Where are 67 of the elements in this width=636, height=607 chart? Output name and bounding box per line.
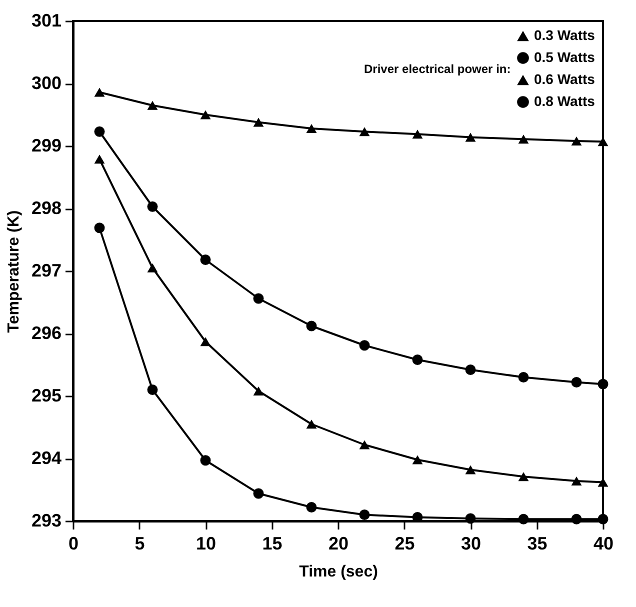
point [465,465,476,474]
y-tick-label: 295 [31,386,62,406]
point [94,88,105,97]
x-tick-label: 35 [527,534,548,554]
x-tick-label: 10 [196,534,216,554]
point [359,127,370,136]
point [465,132,476,142]
point [94,154,105,164]
point [147,201,158,212]
point [518,372,529,382]
point [200,337,211,346]
point [412,130,423,139]
x-tick-label: 40 [593,534,614,554]
point [94,222,105,234]
x-axis-title: Time (sec) [299,564,378,580]
y-tick-label: 298 [31,198,62,218]
point [571,377,582,388]
point [359,340,370,351]
legend-label: 0.5 Watts [534,49,596,65]
x-tick-label: 15 [262,534,282,554]
point [571,136,582,146]
point [518,134,529,144]
x-tick-label: 25 [394,534,415,554]
point [465,364,476,375]
point [359,510,370,520]
point [253,293,264,304]
point [253,488,264,499]
point [571,514,582,524]
y-tick-label: 296 [31,323,62,343]
point [147,100,158,110]
y-tick-label: 299 [31,136,62,156]
point [571,476,582,486]
y-tick-label: 294 [31,448,62,468]
y-tick-label: 297 [31,260,62,280]
point [306,420,317,429]
legend-label: 0.3 Watts [534,27,596,43]
x-tick-label: 5 [134,534,145,554]
y-axis-title: Temperature (K) [5,210,22,333]
legend-label: 0.6 Watts [534,71,596,87]
point [598,137,608,146]
point [359,440,370,450]
point [94,126,105,137]
legend-label: 0.8 Watts [534,93,596,109]
point [306,502,317,512]
point [147,263,158,272]
point [306,320,317,332]
point [147,384,158,395]
point [412,455,423,464]
point [200,455,211,466]
point [253,118,264,127]
point [598,378,608,390]
y-tick-label: 293 [31,510,62,530]
y-tick-label: 300 [31,73,62,93]
point [306,124,317,134]
x-tick-label: 0 [68,534,79,554]
point [465,513,476,524]
point [200,254,211,265]
y-tick-label: 301 [31,10,62,30]
point [253,386,264,396]
legend-title: Driver electrical power in: [364,62,511,76]
x-tick-label: 30 [460,534,482,554]
point [200,110,211,120]
point [598,514,608,524]
point [518,514,529,524]
point [412,354,423,365]
x-tick-label: 20 [328,534,349,554]
point [518,472,529,482]
